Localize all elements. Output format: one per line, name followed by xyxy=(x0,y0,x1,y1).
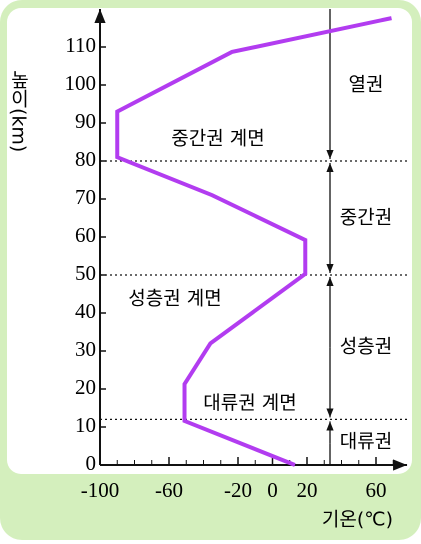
y-tick-label: 110 xyxy=(65,33,96,57)
x-tick-label: -20 xyxy=(224,478,252,502)
layer-label: 대류권 xyxy=(340,431,392,453)
x-tick-label: -60 xyxy=(155,478,183,502)
x-tick-label: 20 xyxy=(297,478,318,502)
y-tick-label: 90 xyxy=(75,109,96,133)
y-tick-label: 10 xyxy=(75,413,96,437)
boundary-label: 대류권 계면 xyxy=(203,392,296,414)
y-tick-label: 30 xyxy=(75,337,96,361)
y-axis-title: 높이(km) xyxy=(8,70,30,153)
layer-label: 중간권 xyxy=(340,207,392,229)
layer-label-bg xyxy=(337,430,395,453)
plot-panel xyxy=(7,8,412,474)
x-axis-title: 기온(℃) xyxy=(322,509,393,531)
profile-line xyxy=(115,16,392,467)
boundary-label: 중간권 계면 xyxy=(171,128,264,150)
y-tick-label: 100 xyxy=(65,71,97,95)
x-tick-label: 0 xyxy=(267,478,278,502)
layer-label-bg xyxy=(337,206,395,229)
y-tick-label: 70 xyxy=(75,185,96,209)
y-tick-label: 20 xyxy=(75,375,96,399)
y-tick-label: 0 xyxy=(86,451,97,475)
boundary-label: 성층권 계면 xyxy=(128,288,221,310)
x-tick-label: -100 xyxy=(81,478,120,502)
layer-label-bg xyxy=(337,335,395,358)
layer-label: 열권 xyxy=(349,74,384,96)
layer-label-bg xyxy=(346,73,386,96)
y-tick-label: 60 xyxy=(75,223,96,247)
layer-label: 성층권 xyxy=(340,336,392,358)
y-tick-label: 80 xyxy=(75,147,96,171)
y-tick-label: 40 xyxy=(75,299,96,323)
y-tick-label: 50 xyxy=(75,261,96,285)
x-tick-label: 60 xyxy=(366,478,387,502)
